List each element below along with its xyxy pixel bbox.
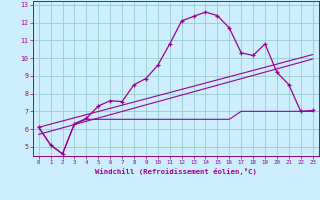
X-axis label: Windchill (Refroidissement éolien,°C): Windchill (Refroidissement éolien,°C) (95, 168, 257, 175)
